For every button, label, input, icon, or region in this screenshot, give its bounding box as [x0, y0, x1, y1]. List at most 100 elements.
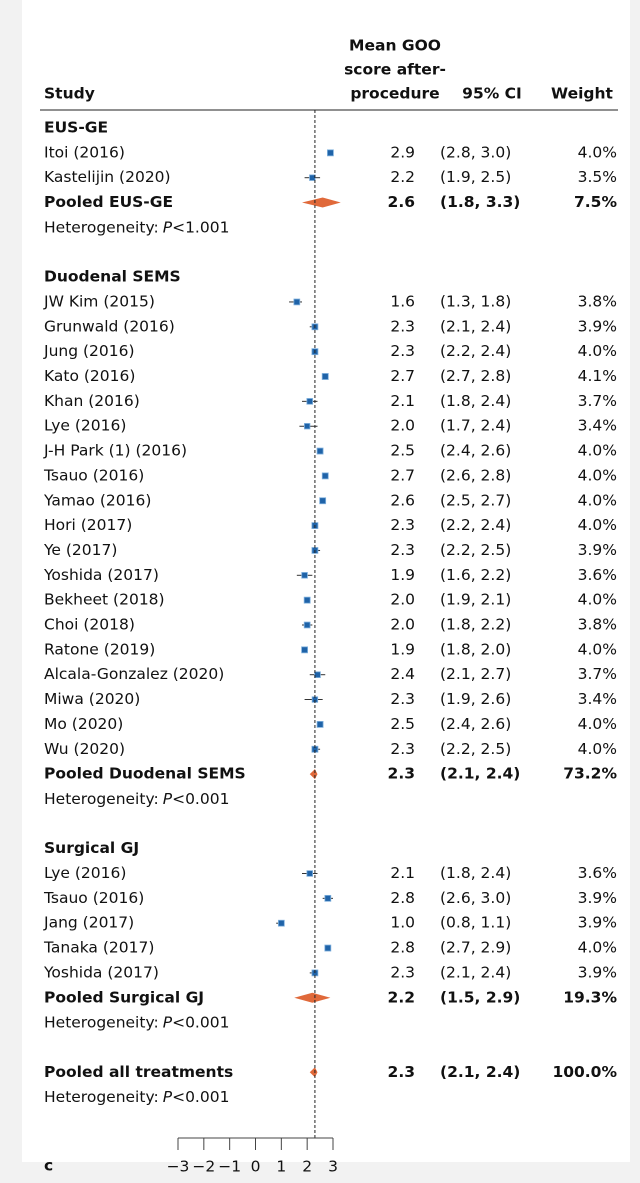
mean-label: 2.7	[390, 466, 415, 484]
weight-label: 4.0%	[578, 442, 617, 460]
pooled-label: Pooled EUS-GE	[44, 193, 173, 211]
panel	[22, 0, 630, 1162]
weight-label: 3.8%	[578, 292, 617, 310]
weight-label: 4.0%	[578, 342, 617, 360]
study-label: Yoshida (2017)	[43, 963, 159, 981]
study-marker	[301, 646, 308, 654]
weight-label: 4.0%	[578, 640, 617, 658]
heterogeneity: Heterogeneity: P<0.001	[44, 1013, 229, 1031]
ci-label: (2.5, 2.7)	[440, 491, 511, 509]
mean-label: 2.1	[390, 392, 415, 410]
weight-label: 3.7%	[578, 392, 617, 410]
study-label: Yamao (2016)	[43, 491, 151, 509]
weight-label: 3.5%	[578, 168, 617, 186]
weight-label: 19.3%	[563, 988, 617, 1006]
ci-label: (2.2, 2.5)	[440, 541, 511, 559]
study-label: Lye (2016)	[44, 417, 126, 435]
study-label: Lye (2016)	[44, 864, 126, 882]
group-title: Duodenal SEMS	[44, 268, 181, 286]
weight-label: 4.0%	[578, 591, 617, 609]
study-label: J-H Park (1) (2016)	[43, 442, 187, 460]
study-marker	[293, 298, 301, 306]
pooled-diamond	[309, 769, 318, 780]
ci-label: (2.4, 2.6)	[440, 442, 511, 460]
mean-label: 1.6	[390, 292, 415, 310]
ci-label: (2.1, 2.4)	[440, 963, 511, 981]
ci-label: (2.2, 2.4)	[440, 342, 511, 360]
header-mean: Mean GOO	[349, 37, 441, 55]
weight-label: 7.5%	[574, 193, 617, 211]
weight-label: 4.0%	[578, 516, 617, 534]
ci-label: (1.8, 2.0)	[440, 640, 511, 658]
weight-label: 3.9%	[578, 963, 617, 981]
study-label: Tsauo (2016)	[43, 889, 144, 907]
heterogeneity-label: Heterogeneity:	[44, 218, 159, 236]
mean-label: 2.6	[388, 193, 415, 211]
weight-label: 3.6%	[578, 864, 617, 882]
weight-label: 3.4%	[578, 417, 617, 435]
ci-label: (0.8, 1.1)	[440, 914, 511, 932]
mean-label: 2.3	[390, 690, 415, 708]
heterogeneity-value: <0.001	[172, 789, 229, 807]
pooled-label: Pooled Surgical GJ	[44, 988, 204, 1006]
mean-label: 2.3	[390, 317, 415, 335]
mean-label: 2.1	[390, 864, 415, 882]
group-title: Surgical GJ	[44, 839, 139, 857]
heterogeneity-p: P	[163, 1088, 173, 1106]
ci-label: (2.6, 3.0)	[440, 889, 511, 907]
x-tick-label: 3	[328, 1158, 338, 1176]
x-tick-label: 2	[302, 1158, 312, 1176]
heterogeneity-label: Heterogeneity:	[44, 1013, 159, 1031]
study-label: Tsauo (2016)	[43, 466, 144, 484]
weight-label: 4.0%	[578, 939, 617, 957]
ci-label: (1.8, 2.4)	[440, 392, 511, 410]
ci-label: (1.9, 2.1)	[440, 591, 511, 609]
weight-label: 4.0%	[578, 740, 617, 758]
weight-label: 3.7%	[578, 665, 617, 683]
study-marker	[303, 596, 311, 604]
mean-label: 2.8	[390, 889, 415, 907]
study-label: Itoi (2016)	[44, 143, 125, 161]
study-label: Kato (2016)	[44, 367, 135, 385]
weight-label: 4.0%	[578, 491, 617, 509]
ci-label: (1.9, 2.6)	[440, 690, 511, 708]
heterogeneity-value: <0.001	[172, 1013, 229, 1031]
mean-label: 2.8	[390, 939, 415, 957]
mean-label: 1.0	[390, 914, 415, 932]
study-marker	[277, 919, 285, 927]
weight-label: 73.2%	[563, 765, 617, 783]
ci-label: (2.4, 2.6)	[440, 715, 511, 733]
ci-label: (2.7, 2.9)	[440, 939, 511, 957]
study-label: Alcala-Gonzalez (2020)	[44, 665, 224, 683]
study-marker	[314, 671, 321, 678]
study-label: Miwa (2020)	[44, 690, 140, 708]
header-study: Study	[44, 85, 95, 103]
header-weight: Weight	[551, 85, 613, 103]
study-label: Grunwald (2016)	[44, 317, 175, 335]
study-marker	[321, 373, 329, 380]
study-marker	[324, 944, 332, 952]
mean-label: 2.9	[390, 143, 415, 161]
study-label: Jang (2017)	[43, 914, 134, 932]
x-tick-label: −2	[192, 1158, 215, 1176]
ci-label: (1.9, 2.5)	[440, 168, 511, 186]
mean-label: 2.0	[390, 591, 415, 609]
mean-label: 2.0	[390, 417, 415, 435]
study-marker	[303, 621, 311, 629]
heterogeneity-label: Heterogeneity:	[44, 1088, 159, 1106]
study-marker	[304, 423, 311, 430]
ci-label: (2.8, 3.0)	[440, 143, 511, 161]
mean-label: 2.4	[390, 665, 415, 683]
weight-label: 4.0%	[578, 715, 617, 733]
heterogeneity-value: <1.001	[172, 218, 229, 236]
weight-label: 100.0%	[552, 1063, 617, 1081]
study-marker	[321, 472, 329, 480]
mean-label: 2.0	[390, 616, 415, 634]
ci-label: (1.3, 1.8)	[440, 292, 511, 310]
heterogeneity-value: <0.001	[172, 1088, 229, 1106]
mean-label: 2.2	[388, 988, 415, 1006]
ci-label: (2.6, 2.8)	[440, 466, 511, 484]
weight-label: 3.9%	[578, 914, 617, 932]
study-marker	[316, 721, 324, 728]
